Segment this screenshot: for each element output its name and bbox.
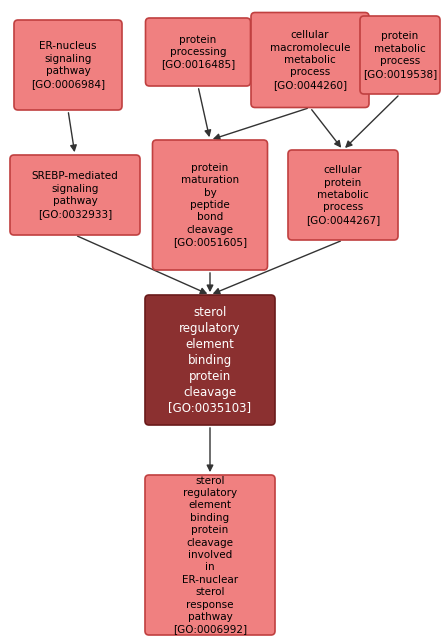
Text: protein
maturation
by
peptide
bond
cleavage
[GO:0051605]: protein maturation by peptide bond cleav… xyxy=(173,163,247,247)
Text: sterol
regulatory
element
binding
protein
cleavage
[GO:0035103]: sterol regulatory element binding protei… xyxy=(168,305,251,415)
Text: protein
processing
[GO:0016485]: protein processing [GO:0016485] xyxy=(161,35,235,70)
FancyBboxPatch shape xyxy=(145,475,275,635)
FancyBboxPatch shape xyxy=(146,18,250,86)
FancyBboxPatch shape xyxy=(288,150,398,240)
FancyBboxPatch shape xyxy=(251,12,369,108)
Text: sterol
regulatory
element
binding
protein
cleavage
involved
in
ER-nuclear
sterol: sterol regulatory element binding protei… xyxy=(173,476,247,634)
Text: protein
metabolic
process
[GO:0019538]: protein metabolic process [GO:0019538] xyxy=(363,32,437,79)
FancyBboxPatch shape xyxy=(360,16,440,94)
FancyBboxPatch shape xyxy=(14,20,122,110)
FancyBboxPatch shape xyxy=(153,140,268,270)
Text: cellular
protein
metabolic
process
[GO:0044267]: cellular protein metabolic process [GO:0… xyxy=(306,166,380,225)
Text: cellular
macromolecule
metabolic
process
[GO:0044260]: cellular macromolecule metabolic process… xyxy=(270,30,350,90)
Text: ER-nucleus
signaling
pathway
[GO:0006984]: ER-nucleus signaling pathway [GO:0006984… xyxy=(31,41,105,89)
FancyBboxPatch shape xyxy=(10,155,140,235)
Text: SREBP-mediated
signaling
pathway
[GO:0032933]: SREBP-mediated signaling pathway [GO:003… xyxy=(32,171,118,218)
FancyBboxPatch shape xyxy=(145,295,275,425)
